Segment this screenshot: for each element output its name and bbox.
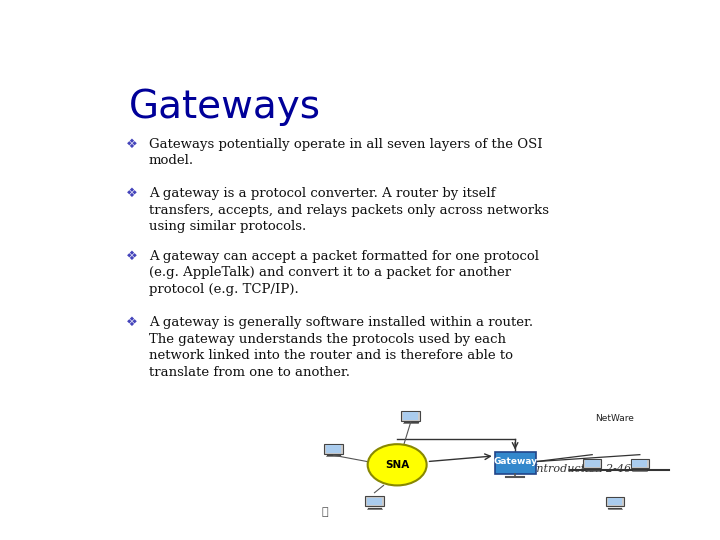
- FancyBboxPatch shape: [403, 412, 418, 420]
- Text: 🐦: 🐦: [321, 508, 328, 517]
- Text: ❖: ❖: [126, 316, 138, 329]
- FancyBboxPatch shape: [585, 460, 600, 467]
- FancyBboxPatch shape: [583, 459, 601, 468]
- FancyBboxPatch shape: [632, 460, 647, 467]
- FancyBboxPatch shape: [402, 411, 420, 421]
- Text: ❖: ❖: [126, 187, 138, 200]
- FancyBboxPatch shape: [608, 498, 622, 505]
- Text: Introduction 2-46: Introduction 2-46: [532, 464, 631, 474]
- FancyBboxPatch shape: [324, 444, 343, 454]
- Text: ❖: ❖: [126, 250, 138, 263]
- Text: Gateways potentially operate in all seven layers of the OSI
model.: Gateways potentially operate in all seve…: [148, 138, 542, 167]
- Text: A gateway is a protocol converter. A router by itself
transfers, accepts, and re: A gateway is a protocol converter. A rou…: [148, 187, 549, 233]
- FancyBboxPatch shape: [326, 446, 341, 453]
- Text: NetWare: NetWare: [595, 414, 634, 423]
- Text: A gateway is generally software installed within a router.
The gateway understan: A gateway is generally software installe…: [148, 316, 533, 379]
- FancyBboxPatch shape: [366, 498, 382, 505]
- FancyBboxPatch shape: [631, 459, 649, 468]
- Text: A gateway can accept a packet formatted for one protocol
(e.g. AppleTalk) and co: A gateway can accept a packet formatted …: [148, 250, 539, 296]
- Text: SNA: SNA: [385, 460, 409, 470]
- Text: Gateway: Gateway: [493, 457, 537, 466]
- Circle shape: [368, 444, 427, 485]
- FancyBboxPatch shape: [495, 453, 536, 474]
- Text: Gateways: Gateways: [129, 87, 321, 126]
- FancyBboxPatch shape: [365, 496, 384, 507]
- FancyBboxPatch shape: [606, 497, 624, 507]
- Text: ❖: ❖: [126, 138, 138, 151]
